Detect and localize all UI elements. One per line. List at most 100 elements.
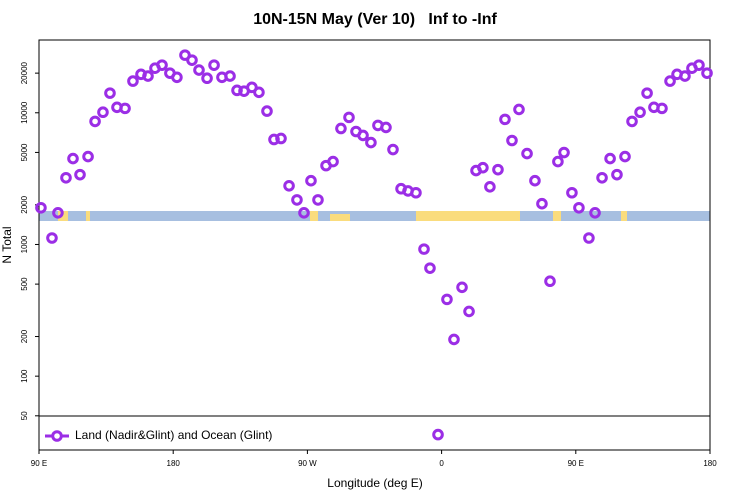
land-patch [58, 211, 68, 221]
point [365, 136, 377, 149]
x-axis-label: Longitude (deg E) [327, 476, 422, 490]
point [701, 67, 713, 79]
x-tick-label: 180 [703, 459, 717, 468]
point [119, 102, 131, 115]
point [432, 428, 444, 441]
y-tick-label: 2000 [20, 195, 29, 213]
point [611, 168, 623, 181]
legend-marker [51, 430, 63, 442]
point [224, 70, 236, 82]
point [558, 146, 570, 159]
point [291, 194, 303, 206]
point [156, 59, 168, 71]
point [201, 72, 213, 85]
point [193, 64, 205, 76]
point [418, 243, 430, 255]
ocean-strip [39, 211, 710, 221]
point [46, 232, 58, 244]
point [424, 262, 436, 274]
point [513, 103, 525, 116]
point [679, 70, 691, 82]
y-tick-label: 200 [20, 329, 29, 343]
plot-frame [38, 39, 711, 451]
x-tick-label: 90 E [568, 459, 584, 468]
point [335, 122, 347, 135]
y-tick-label: 50 [20, 411, 29, 420]
point [253, 86, 265, 99]
point [589, 206, 601, 219]
point [67, 152, 79, 165]
point [305, 174, 317, 187]
x-tick-label: 90 E [31, 459, 47, 468]
point [477, 161, 489, 174]
point [448, 333, 460, 346]
point [506, 134, 518, 147]
land-patch [621, 211, 627, 221]
legend-label: Land (Nadir&Glint) and Ocean (Glint) [75, 428, 272, 442]
land-patch [416, 211, 520, 221]
point [97, 106, 109, 119]
point [171, 71, 183, 84]
point [619, 150, 631, 163]
point [456, 281, 468, 294]
point [52, 206, 64, 219]
point [283, 179, 295, 192]
point [74, 168, 86, 181]
point [664, 75, 676, 87]
y-tick-label: 500 [20, 277, 29, 291]
y-tick-label: 20000 [20, 61, 29, 84]
point [626, 115, 638, 128]
point [566, 186, 578, 199]
point [583, 232, 595, 244]
point [529, 174, 541, 187]
point [298, 206, 310, 219]
point [693, 59, 705, 71]
point [275, 132, 287, 145]
point [231, 84, 243, 97]
point [104, 87, 116, 99]
point [521, 147, 533, 160]
chart-title: 10N-15N May (Ver 10) Inf to -Inf [253, 11, 497, 28]
x-tick-label: 180 [167, 459, 181, 468]
point [573, 201, 585, 214]
x-tick-label: 90 W [298, 459, 317, 468]
point [261, 105, 273, 117]
point [380, 121, 392, 134]
point [410, 186, 422, 199]
point [82, 150, 94, 163]
point [142, 70, 154, 82]
point [656, 102, 668, 115]
land-patch [330, 214, 350, 221]
point [35, 201, 47, 214]
point [499, 113, 511, 126]
x-tick-label: 0 [439, 459, 444, 468]
point [552, 155, 564, 168]
land-patch [310, 211, 318, 221]
map-strip [39, 211, 710, 221]
point [208, 59, 220, 71]
land-patch [553, 211, 561, 221]
y-tick-label: 1000 [20, 235, 29, 253]
y-tick-label: 5000 [20, 143, 29, 161]
point [127, 75, 139, 87]
y-tick-label: 10000 [20, 101, 29, 124]
point [484, 181, 496, 193]
land-patch [86, 211, 90, 221]
point [492, 163, 504, 176]
point [387, 143, 399, 156]
point [604, 152, 616, 165]
point [343, 111, 355, 124]
point [357, 129, 369, 142]
point [186, 54, 198, 66]
point [634, 106, 646, 119]
point [89, 115, 101, 128]
point [312, 194, 324, 206]
point [544, 275, 556, 288]
point [441, 293, 453, 306]
point [641, 87, 653, 99]
point [536, 197, 548, 210]
point [463, 305, 475, 318]
y-axis-label: N Total [0, 226, 14, 263]
point [327, 155, 339, 168]
